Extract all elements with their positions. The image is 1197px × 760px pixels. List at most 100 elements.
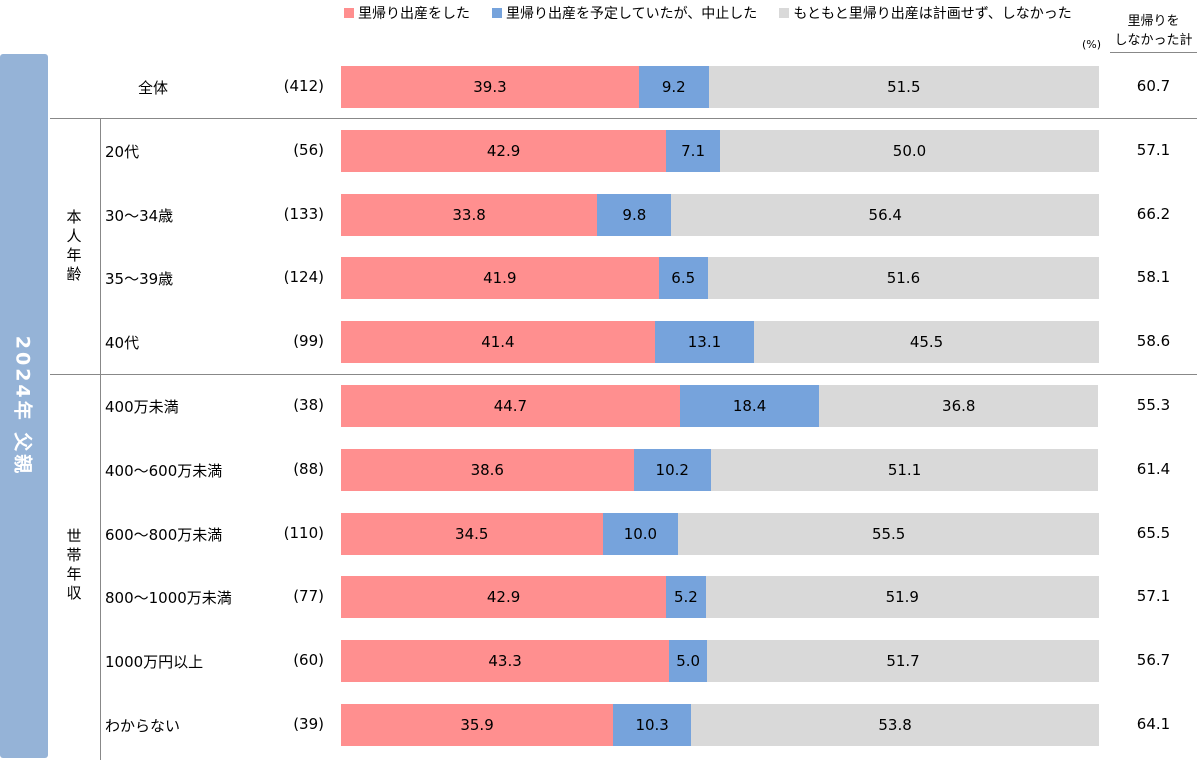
row-n: (60) (293, 651, 324, 670)
bar-segment: 43.3 (341, 640, 670, 683)
bar-segment: 51.5 (708, 66, 1099, 108)
bar-segment: 18.4 (679, 385, 820, 427)
legend-item-did: 里帰り出産をした (344, 3, 470, 23)
row-label: 30～34歳 (105, 206, 174, 225)
stacked-bar: 34.5 10.0 55.5 (341, 512, 1099, 555)
group-text: 本人年齢 (66, 208, 82, 283)
divider (100, 118, 101, 760)
legend-swatch (779, 8, 790, 18)
bar-segment: 9.2 (638, 66, 709, 108)
row-label: 40代 (105, 334, 140, 353)
row-total: 56.7 (1136, 651, 1171, 670)
bar-segment: 35.9 (341, 704, 614, 746)
bar-segment: 6.5 (658, 257, 708, 300)
bar-segment: 51.7 (707, 640, 1099, 683)
bar-segment: 50.0 (719, 129, 1099, 172)
row-n: (77) (293, 587, 324, 606)
row-total: 61.4 (1136, 459, 1171, 478)
row-n: (38) (293, 396, 324, 414)
divider (50, 118, 1197, 119)
row-label: 400万未満 (105, 398, 179, 416)
group-text: 世帯年収 (66, 527, 82, 602)
legend-label: もともと里帰り出産は計画せず、しなかった (793, 6, 1072, 22)
legend-item-cancelled: 里帰り出産を予定していたが、中止した (492, 3, 757, 23)
stacked-bar: 35.9 10.3 53.8 (341, 704, 1099, 746)
side-label-text: 2024年 父親 (11, 335, 34, 477)
row-label: 400～600万未満 (105, 461, 223, 480)
stacked-bar: 41.9 6.5 51.6 (341, 257, 1099, 300)
row-label: 20代 (105, 142, 140, 161)
row-n: (39) (293, 715, 324, 733)
row-total: 65.5 (1136, 523, 1171, 542)
stacked-bar: 42.9 7.1 50.0 (341, 129, 1099, 172)
bar-segment: 13.1 (654, 321, 755, 364)
row-total: 55.3 (1136, 396, 1171, 414)
total-header: 里帰りをしなかった計 (1110, 12, 1197, 53)
bar-segment: 51.1 (710, 448, 1099, 491)
stacked-bar: 38.6 10.2 51.1 (341, 448, 1099, 491)
bar-segment: 53.8 (691, 704, 1099, 746)
row-label: 600～800万未満 (105, 525, 223, 544)
row-label: 1000万円以上 (105, 653, 204, 672)
bar-segment: 44.7 (341, 385, 680, 427)
bar-segment: 10.0 (602, 512, 679, 555)
stacked-bar: 43.3 5.0 51.7 (341, 640, 1099, 683)
side-label: 2024年 父親 (0, 54, 48, 758)
bar-segment: 5.2 (666, 576, 706, 619)
bar-segment: 41.4 (341, 321, 655, 364)
legend-swatch (492, 8, 502, 18)
legend: 里帰り出産をした 里帰り出産を予定していたが、中止した もともと里帰り出産は計画… (344, 3, 1072, 23)
bar-segment: 42.9 (341, 129, 667, 172)
bar-segment: 9.8 (597, 193, 672, 236)
legend-swatch (344, 8, 354, 18)
group-label-income: 世帯年収 (64, 527, 84, 603)
bar-segment: 7.1 (666, 129, 720, 172)
row-label: 全体 (138, 79, 169, 97)
legend-label: 里帰り出産を予定していたが、中止した (506, 6, 758, 22)
row-n: (110) (283, 523, 324, 542)
bar-segment: 10.2 (633, 448, 711, 491)
bar-segment: 38.6 (341, 448, 634, 491)
bar-segment: 5.0 (669, 640, 708, 683)
row-n: (133) (283, 204, 324, 223)
bar-segment: 10.3 (613, 704, 692, 746)
legend-label: 里帰り出産をした (358, 6, 470, 22)
divider (50, 374, 1197, 375)
row-total: 60.7 (1136, 77, 1171, 95)
bar-segment: 41.9 (341, 257, 659, 300)
total-header-line: 里帰りを (1127, 14, 1180, 29)
bar-segment: 55.5 (678, 512, 1099, 555)
row-n: (124) (283, 268, 324, 287)
stacked-bar: 41.4 13.1 45.5 (341, 321, 1099, 364)
row-total: 64.1 (1136, 715, 1171, 733)
row-label: 35～39歳 (105, 270, 174, 289)
row-label: わからない (105, 717, 181, 735)
total-header-line: しなかった計 (1114, 33, 1193, 48)
bar-segment: 39.3 (341, 66, 639, 108)
bar-segment: 36.8 (819, 385, 1099, 427)
row-n: (99) (293, 332, 324, 351)
row-n: (56) (293, 140, 324, 159)
row-total: 57.1 (1136, 140, 1171, 159)
bar-segment: 42.9 (341, 576, 667, 619)
bar-segment: 51.9 (705, 576, 1099, 619)
row-n: (412) (283, 77, 324, 95)
row-total: 58.6 (1136, 332, 1171, 351)
stacked-bar: 39.3 9.2 51.5 (341, 66, 1099, 108)
unit-label: (%) (1082, 38, 1102, 51)
row-label: 800～1000万未満 (105, 589, 232, 608)
group-label-age: 本人年齢 (64, 208, 84, 284)
row-total: 66.2 (1136, 204, 1171, 223)
bar-segment: 56.4 (671, 193, 1099, 236)
stacked-bar: 44.7 18.4 36.8 (341, 385, 1099, 427)
legend-item-none: もともと里帰り出産は計画せず、しなかった (779, 3, 1072, 23)
row-total: 58.1 (1136, 268, 1171, 287)
bar-segment: 34.5 (341, 512, 603, 555)
bar-segment: 45.5 (754, 321, 1099, 364)
stacked-bar: 33.8 9.8 56.4 (341, 193, 1099, 236)
stacked-bar: 42.9 5.2 51.9 (341, 576, 1099, 619)
bar-segment: 33.8 (341, 193, 598, 236)
row-n: (88) (293, 459, 324, 478)
bar-segment: 51.6 (707, 257, 1099, 300)
row-total: 57.1 (1136, 587, 1171, 606)
